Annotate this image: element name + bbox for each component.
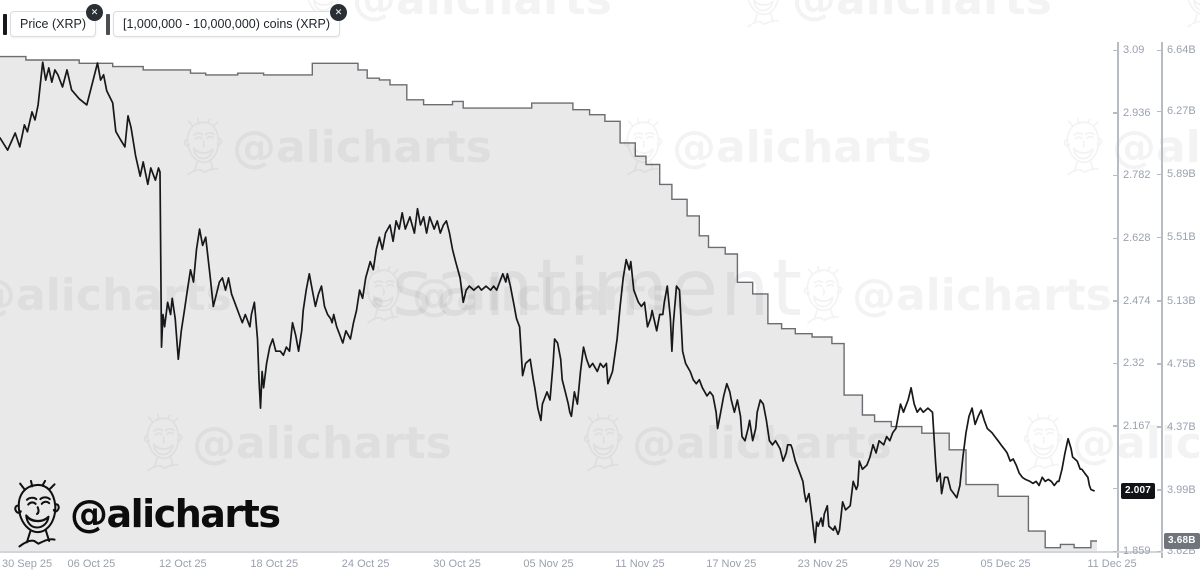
date-tick-label: 05 Dec 25: [980, 558, 1031, 570]
supply-tick-label: 5.13B: [1167, 294, 1196, 307]
price-axis-line: [1117, 42, 1119, 558]
date-tick-label: 06 Oct 25: [67, 558, 116, 570]
price-tick-mark: [1113, 300, 1117, 302]
price-tick-mark: [1113, 425, 1117, 427]
date-tick-label: 12 Oct 25: [158, 558, 207, 570]
legend-chip-supply-box[interactable]: [1,000,000 - 10,000,000) coins (XRP) ✕: [112, 4, 348, 37]
price-tick-mark: [1113, 174, 1117, 177]
legend-chip-price-label: Price (XRP): [20, 17, 86, 31]
price-tick-label: 2.782: [1123, 169, 1151, 182]
price-line: [0, 61, 1095, 544]
supply-step-line: [0, 55, 1097, 549]
supply-tick-mark: [1157, 550, 1161, 552]
date-tick-label: 11 Nov 25: [615, 558, 665, 570]
supply-tick-mark: [1157, 173, 1161, 176]
price-current-badge: 2.007: [1121, 482, 1156, 499]
alicharts-logo-text: @alicharts: [70, 492, 281, 536]
supply-tick-mark: [1157, 363, 1161, 365]
supply-current-badge: 3.68B: [1164, 533, 1200, 550]
supply-tick-mark: [1157, 300, 1161, 302]
legend-chip-supply-label: [1,000,000 - 10,000,000) coins (XRP): [122, 17, 331, 31]
supply-tick-label: 3.99B: [1167, 483, 1196, 496]
date-tick-label: 11 Dec 25: [1087, 558, 1137, 570]
price-tick-label: 1.859: [1123, 545, 1151, 557]
supply-tick-mark: [1157, 426, 1161, 428]
date-tick-label: 23 Nov 25: [797, 558, 848, 570]
date-tick-label: 30 Sep 25: [2, 558, 53, 570]
date-tick-label: 24 Oct 25: [341, 558, 390, 570]
supply-tick-label: 5.89B: [1167, 168, 1196, 181]
supply-axis-line: [1161, 42, 1163, 558]
legend: Price (XRP) ✕ [1,000,000 - 10,000,000) c…: [3, 4, 348, 37]
date-tick-label: 05 Nov 25: [523, 558, 574, 570]
price-tick-label: 2.32: [1123, 357, 1145, 370]
legend-chip-price-box[interactable]: Price (XRP) ✕: [10, 4, 103, 37]
supply-tick-label: 6.27B: [1167, 105, 1196, 118]
price-tick-mark: [1113, 49, 1117, 51]
supply-tick-mark: [1157, 110, 1161, 113]
date-tick-label: 29 Nov 25: [889, 558, 940, 570]
supply-area-fill: [0, 56, 1097, 551]
supply-tick-label: 4.75B: [1167, 357, 1196, 370]
x-axis-line: [0, 551, 1163, 553]
price-tick-label: 2.936: [1123, 106, 1151, 119]
close-icon[interactable]: ✕: [85, 4, 103, 21]
supply-series-color-bar: [105, 13, 110, 35]
supply-tick-label: 5.51B: [1167, 231, 1196, 244]
price-tick-label: 2.167: [1123, 419, 1151, 432]
legend-chip-supply[interactable]: [1,000,000 - 10,000,000) coins (XRP) ✕: [105, 4, 348, 37]
price-tick-label: 3.09: [1123, 44, 1145, 56]
date-tick-label: 30 Oct 25: [433, 558, 481, 570]
price-tick-label: 2.474: [1123, 294, 1151, 307]
close-icon[interactable]: ✕: [330, 4, 348, 21]
date-tick-label: 18 Oct 25: [250, 558, 299, 570]
price-tick-mark: [1113, 237, 1117, 240]
price-tick-label: 2.628: [1123, 232, 1151, 245]
price-tick-mark: [1113, 550, 1117, 552]
price-tick-mark: [1113, 487, 1117, 490]
supply-tick-label: 6.64B: [1167, 44, 1196, 56]
supply-tick-mark: [1157, 236, 1161, 239]
supply-tick-label: 4.37B: [1167, 420, 1196, 433]
price-tick-mark: [1113, 362, 1117, 365]
alicharts-face-icon: [14, 479, 60, 548]
date-tick-label: 17 Nov 25: [706, 558, 757, 570]
alicharts-logo: @alicharts: [10, 476, 281, 552]
price-tick-mark: [1113, 112, 1117, 114]
price-series-color-bar: [3, 13, 7, 35]
supply-tick-mark: [1157, 489, 1161, 491]
legend-chip-price[interactable]: Price (XRP) ✕: [3, 4, 103, 37]
supply-tick-mark: [1157, 49, 1161, 51]
